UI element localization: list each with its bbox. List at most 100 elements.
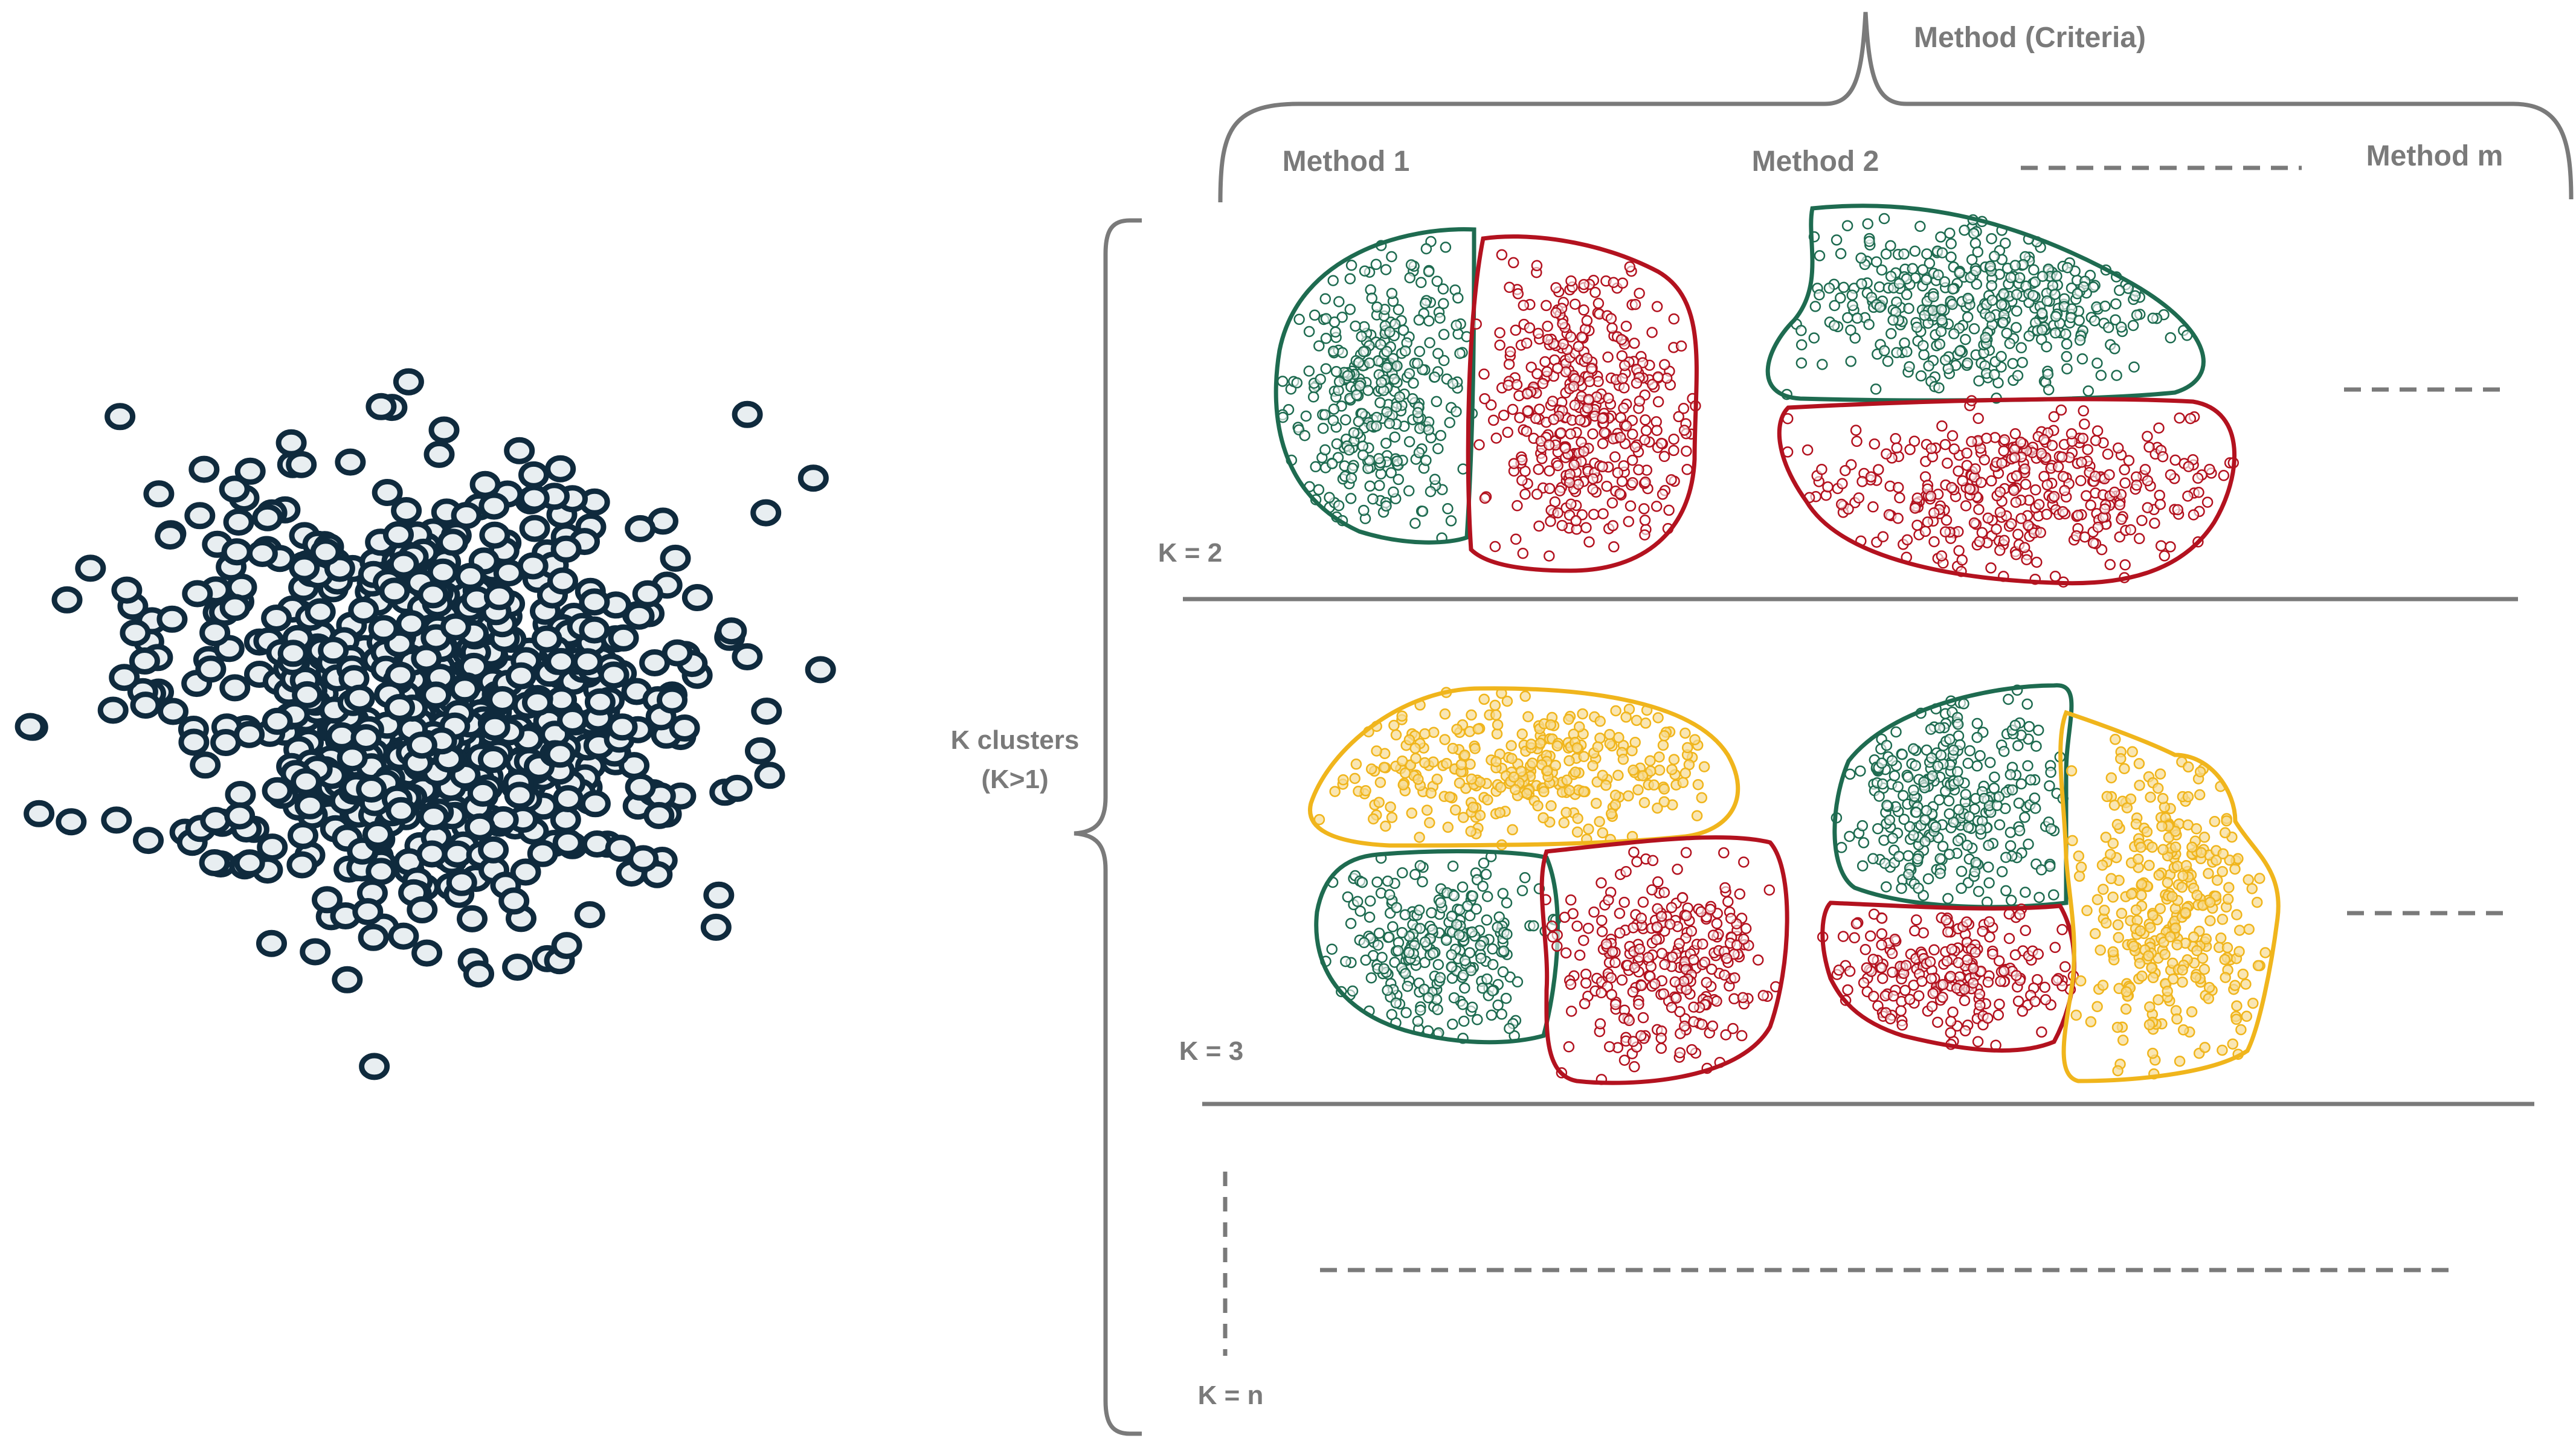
cluster-point xyxy=(1896,882,1907,894)
cluster-point xyxy=(1983,839,1994,852)
cluster-point xyxy=(1652,712,1664,724)
cluster-point xyxy=(1380,500,1392,512)
cluster-point xyxy=(1546,920,1558,932)
cluster-point xyxy=(1628,764,1639,776)
cluster-point xyxy=(2146,841,2158,853)
cluster-point xyxy=(1936,420,1948,432)
cluster-point xyxy=(2073,870,2085,882)
cluster-point xyxy=(1998,434,2011,446)
cluster-point xyxy=(1559,442,1571,454)
cluster-point xyxy=(1913,990,1925,1002)
cluster-point xyxy=(1982,512,1994,524)
cluster-point xyxy=(1397,324,1409,336)
cluster-point xyxy=(1432,1004,1443,1015)
cluster-point xyxy=(1627,476,1638,489)
raw-data-point xyxy=(199,619,231,647)
cluster-point xyxy=(2041,509,2053,520)
cluster-point xyxy=(1648,779,1660,791)
cluster-point xyxy=(1423,992,1434,1004)
cluster-point xyxy=(1475,952,1487,964)
cluster-point xyxy=(1568,459,1580,471)
cluster-point xyxy=(2057,505,2069,518)
cluster-point xyxy=(1695,906,1707,918)
cluster-point xyxy=(1865,471,1877,483)
cluster-point xyxy=(2105,772,2117,784)
cluster-point xyxy=(1874,301,1886,313)
cluster-point xyxy=(1945,1027,1957,1039)
cluster-point xyxy=(1659,359,1670,370)
raw-data-point xyxy=(479,521,510,549)
cluster-point xyxy=(1650,501,1663,512)
cluster-point xyxy=(1932,760,1943,772)
cluster-point xyxy=(1933,269,1944,281)
cluster-point xyxy=(1565,894,1577,906)
cluster-point xyxy=(1638,797,1650,809)
cluster-point xyxy=(2009,452,2021,463)
cluster-point xyxy=(1403,368,1415,379)
cluster-point xyxy=(1349,772,1360,784)
cluster-point xyxy=(1954,267,1965,279)
raw-data-scatter xyxy=(14,368,836,1080)
cluster-point xyxy=(2128,361,2140,373)
cluster-point xyxy=(1358,504,1370,516)
cluster-point xyxy=(1657,489,1669,500)
cluster-point xyxy=(1402,980,1414,992)
cluster-point xyxy=(2011,322,2022,333)
cluster-point xyxy=(1596,877,1607,889)
raw-data-point xyxy=(493,559,524,587)
cluster-point xyxy=(1650,934,1663,946)
cluster-point xyxy=(1565,978,1577,990)
raw-data-point xyxy=(219,475,250,503)
cluster-point xyxy=(1492,999,1504,1011)
cluster-point xyxy=(1465,964,1477,977)
cluster-point xyxy=(1571,826,1583,838)
cluster-point xyxy=(2075,475,2087,487)
cluster-point xyxy=(1371,876,1383,888)
cluster-point xyxy=(1330,366,1342,377)
cluster-point xyxy=(1627,428,1638,440)
cluster-point xyxy=(1313,484,1325,496)
raw-data-point xyxy=(417,581,449,609)
cluster-point xyxy=(2006,784,2018,796)
cluster-point xyxy=(1594,716,1606,727)
cluster-point xyxy=(1962,821,1974,833)
k2-method1-red-cluster xyxy=(1466,234,1701,573)
raw-data-point xyxy=(552,785,584,812)
cluster-point xyxy=(2204,915,2216,926)
cluster-point xyxy=(2186,841,2198,853)
cluster-point xyxy=(1574,414,1586,426)
cluster-point xyxy=(1435,897,1446,908)
cluster-point xyxy=(1541,300,1552,312)
cluster-point xyxy=(1396,710,1408,722)
cluster-point xyxy=(1481,891,1493,902)
cluster-point xyxy=(2169,922,2182,934)
cluster-point xyxy=(2011,470,2023,482)
cluster-point xyxy=(1659,958,1670,971)
cluster-point xyxy=(1631,856,1643,868)
raw-data-point xyxy=(190,751,221,779)
cluster-point xyxy=(1851,312,1863,324)
cluster-point xyxy=(1400,1007,1412,1019)
raw-data-point xyxy=(365,858,397,885)
cluster-point xyxy=(2134,925,2146,937)
cluster-point xyxy=(1673,411,1684,423)
cluster-point xyxy=(1877,531,1889,542)
raw-data-point xyxy=(732,400,763,428)
cluster-point xyxy=(1399,767,1411,779)
cluster-point xyxy=(1517,548,1529,559)
cluster-point xyxy=(1521,388,1533,400)
cluster-point xyxy=(1672,864,1683,875)
cluster-point xyxy=(1568,380,1580,392)
cluster-point xyxy=(2198,963,2211,975)
raw-data-point xyxy=(256,929,287,957)
cluster-point xyxy=(2231,909,2243,920)
cluster-point xyxy=(1291,377,1303,389)
cluster-point xyxy=(1380,437,1392,449)
cluster-point xyxy=(1652,396,1664,408)
cluster-point xyxy=(1679,727,1691,739)
cluster-point xyxy=(2191,945,2203,957)
raw-data-point xyxy=(754,762,785,789)
raw-data-point xyxy=(579,790,611,818)
raw-data-point xyxy=(428,416,460,444)
cluster-point xyxy=(2167,973,2179,985)
